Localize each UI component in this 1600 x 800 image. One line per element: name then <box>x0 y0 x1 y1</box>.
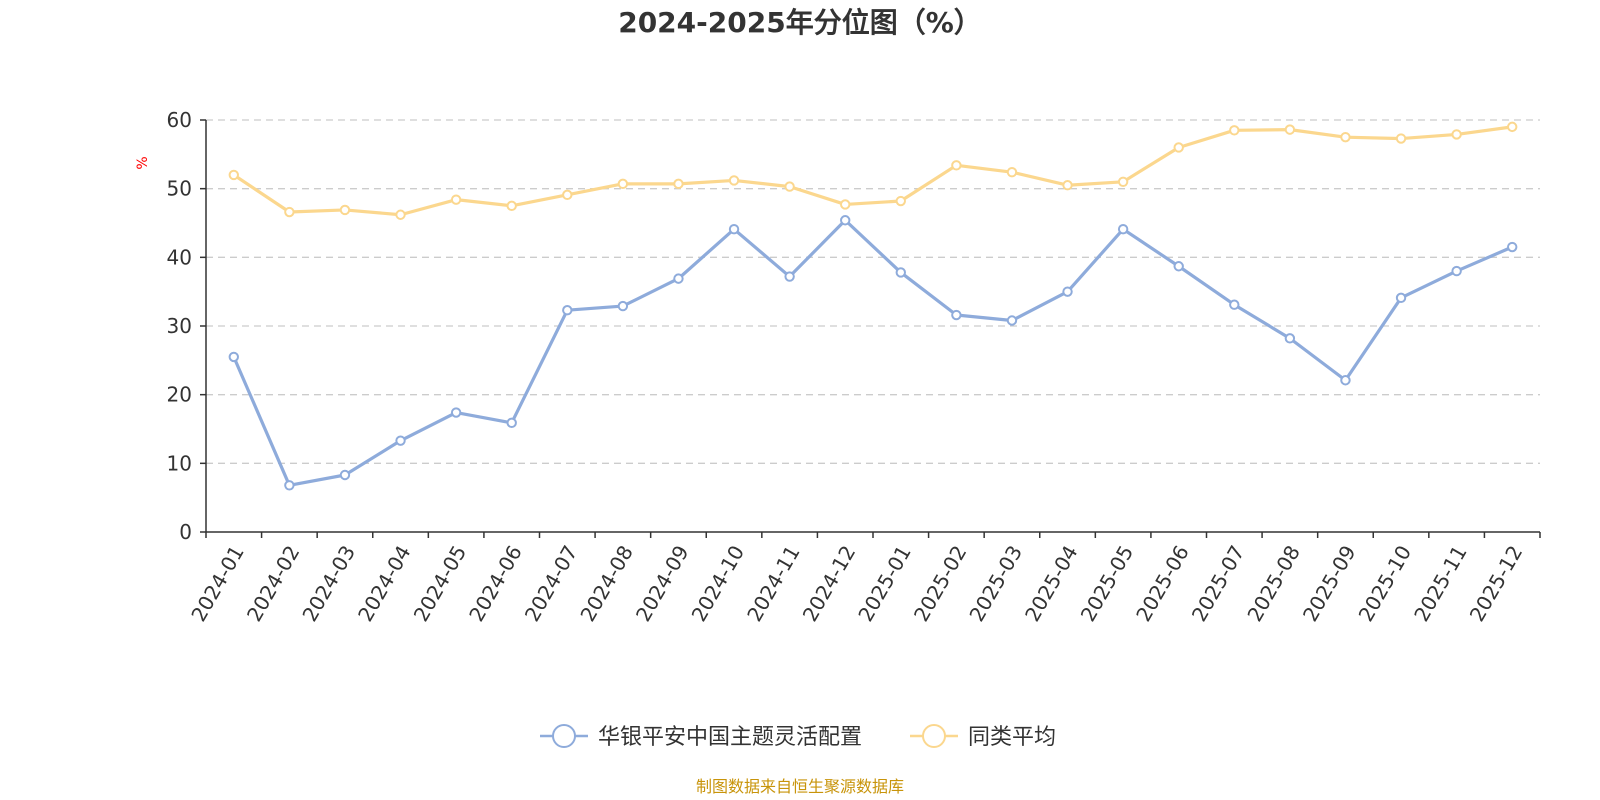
data-point <box>1062 180 1073 191</box>
x-tick-label: 2025-04 <box>1020 541 1083 625</box>
series-group <box>228 121 1518 491</box>
data-point <box>1284 124 1296 135</box>
legend-item-0[interactable]: 华银平安中国主题灵活配置 <box>540 724 862 750</box>
x-tick-label: 2024-02 <box>242 541 305 625</box>
y-tick-label: 50 <box>167 177 192 201</box>
data-point <box>284 480 295 491</box>
data-point <box>395 209 406 220</box>
x-tick-label: 2024-01 <box>186 541 249 625</box>
legend-marker <box>552 724 576 748</box>
data-point <box>1006 166 1018 178</box>
data-point <box>840 199 851 210</box>
data-point <box>1229 299 1240 310</box>
x-tick-label: 2024-12 <box>798 541 861 625</box>
data-point <box>673 273 684 284</box>
x-tick-label: 2024-07 <box>520 541 583 625</box>
x-tick-label: 2025-07 <box>1187 541 1250 625</box>
data-point <box>1340 375 1351 386</box>
x-tick-label: 2025-10 <box>1354 541 1417 625</box>
x-tick-label: 2025-02 <box>909 541 972 625</box>
data-point <box>506 417 517 429</box>
y-tick-label: 60 <box>167 108 192 132</box>
chart-title: 2024-2025年分位图（%） <box>618 6 982 39</box>
data-point <box>728 223 740 235</box>
x-tick-label: 2025-06 <box>1131 541 1194 625</box>
data-point <box>1507 241 1518 253</box>
x-tick-label: 2025-12 <box>1465 541 1528 625</box>
data-point <box>562 305 573 316</box>
legend-marker <box>922 724 946 748</box>
series-line-1 <box>232 125 1514 217</box>
data-point <box>895 195 906 207</box>
data-point <box>1395 133 1407 144</box>
x-tick-label: 2024-04 <box>353 541 416 625</box>
data-point <box>728 175 740 186</box>
data-point <box>284 206 295 218</box>
x-tick-label: 2025-09 <box>1298 541 1361 625</box>
data-point <box>450 194 462 205</box>
source-note: 制图数据来自恒生聚源数据库 <box>696 777 904 796</box>
data-point <box>951 160 962 171</box>
data-point <box>1284 333 1296 344</box>
data-point <box>617 178 629 190</box>
data-point <box>1173 261 1184 272</box>
data-point <box>339 469 351 481</box>
data-point <box>840 215 851 226</box>
data-point <box>450 407 462 418</box>
data-point <box>1173 142 1184 153</box>
data-point <box>673 178 684 190</box>
data-point <box>1117 176 1129 188</box>
data-point <box>228 351 239 363</box>
y-tick-label: 20 <box>167 383 192 407</box>
data-point <box>784 181 795 192</box>
data-point <box>951 309 962 321</box>
data-point <box>1451 265 1462 277</box>
x-tick-label: 2024-06 <box>464 541 527 625</box>
x-tick-label: 2024-10 <box>687 541 750 625</box>
data-point <box>1062 286 1073 297</box>
data-point <box>1451 129 1462 140</box>
x-tick-label: 2024-03 <box>297 541 360 625</box>
x-tick-labels: 2024-012024-022024-032024-042024-052024-… <box>186 541 1527 625</box>
data-point <box>562 189 573 201</box>
x-tick-label: 2024-11 <box>742 541 805 625</box>
x-tick-label: 2024-08 <box>575 541 638 625</box>
data-point <box>1006 315 1018 326</box>
axes <box>200 119 1541 538</box>
data-point <box>1395 292 1407 304</box>
y-axis-label: % <box>135 156 151 169</box>
legend-label: 华银平安中国主题灵活配置 <box>598 725 862 750</box>
data-point <box>617 300 629 312</box>
y-tick-label: 40 <box>167 245 192 269</box>
y-tick-label: 10 <box>167 451 192 475</box>
y-tick-label: 30 <box>167 314 192 338</box>
data-point <box>1340 131 1351 143</box>
x-tick-label: 2025-11 <box>1409 541 1472 625</box>
x-tick-label: 2025-05 <box>1076 541 1139 625</box>
data-point <box>895 267 906 278</box>
data-point <box>506 200 517 212</box>
y-tick-label: 0 <box>179 520 192 544</box>
data-point <box>784 271 795 282</box>
x-tick-label: 2024-05 <box>409 541 472 625</box>
legend[interactable]: 华银平安中国主题灵活配置 同类平均 <box>540 724 1056 750</box>
x-tick-label: 2025-01 <box>853 541 916 625</box>
y-tick-labels: 0 10 20 30 40 50 60 <box>167 108 192 544</box>
data-point <box>1507 121 1518 133</box>
x-tick-label: 2024-09 <box>631 541 694 625</box>
grid-lines <box>206 119 1540 464</box>
legend-label: 同类平均 <box>968 725 1056 750</box>
x-tick-label: 2025-03 <box>964 541 1027 625</box>
series-line-0 <box>232 218 1514 487</box>
data-point <box>1229 125 1240 136</box>
data-point <box>228 169 239 181</box>
data-point <box>395 435 406 446</box>
data-point <box>339 204 351 216</box>
legend-item-1[interactable]: 同类平均 <box>910 724 1056 750</box>
data-point <box>1117 223 1129 235</box>
x-tick-label: 2025-08 <box>1242 541 1305 625</box>
